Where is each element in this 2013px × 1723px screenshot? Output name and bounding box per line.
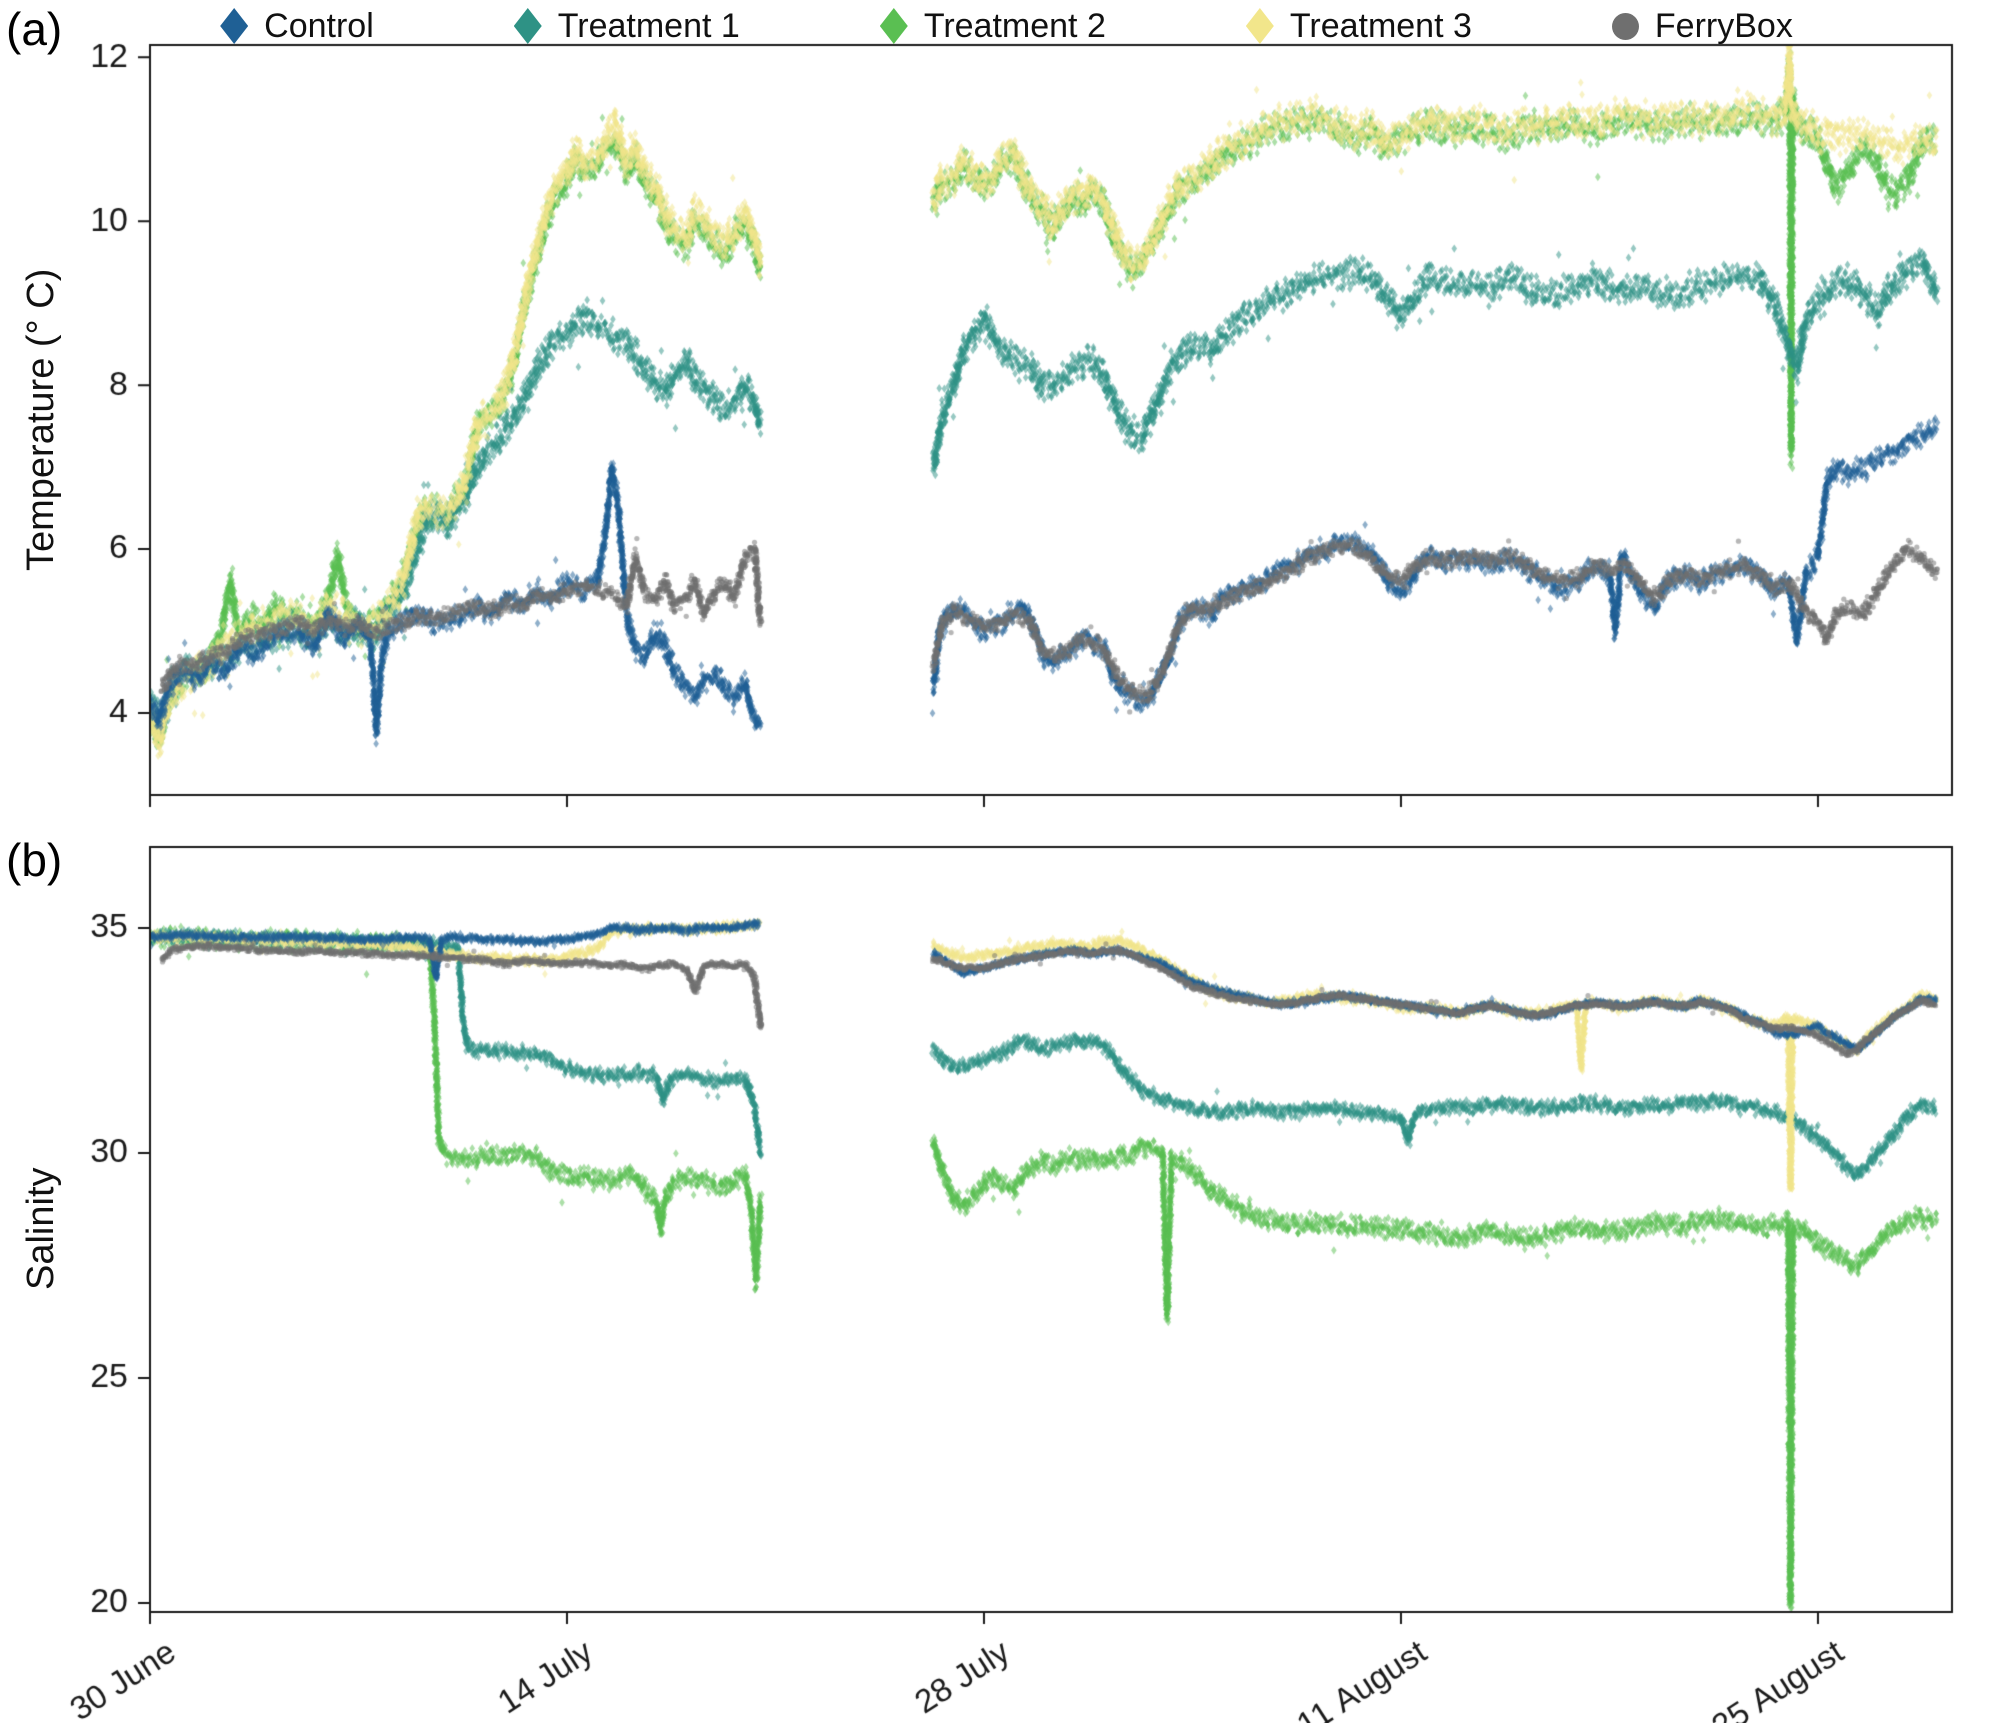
- legend-label-treatment-1: Treatment 1: [557, 6, 740, 45]
- salinity-axis-label: Salinity: [20, 1167, 62, 1291]
- temperature-plot-canvas: [0, 0, 2013, 820]
- panel-a-label: (a): [6, 3, 63, 55]
- temperature-axis-label: Temperature (° C): [20, 268, 62, 572]
- legend-label-ferrybox: FerryBox: [1654, 6, 1793, 45]
- control-diamond-icon: [220, 8, 249, 44]
- legend-item-control: Control: [220, 7, 374, 46]
- chart-legend: Control Treatment 1 Treatment 2 Treatmen…: [0, 0, 2013, 52]
- salinity-plot-canvas: [0, 760, 2013, 1723]
- legend-item-treatment-1: Treatment 1: [513, 6, 740, 46]
- legend-item-treatment-2: Treatment 2: [879, 6, 1106, 46]
- legend-label-control: Control: [264, 6, 374, 45]
- treatment-3-diamond-icon: [1245, 8, 1274, 44]
- legend-label-treatment-2: Treatment 2: [923, 6, 1106, 45]
- legend-label-treatment-3: Treatment 3: [1289, 6, 1472, 45]
- legend-item-ferrybox: FerryBox: [1611, 6, 1793, 46]
- ferrybox-circle-icon: [1611, 12, 1639, 40]
- legend-item-treatment-3: Treatment 3: [1245, 6, 1472, 46]
- treatment-1-diamond-icon: [513, 8, 542, 44]
- treatment-2-diamond-icon: [879, 8, 908, 44]
- panel-b-label: (b): [6, 834, 63, 886]
